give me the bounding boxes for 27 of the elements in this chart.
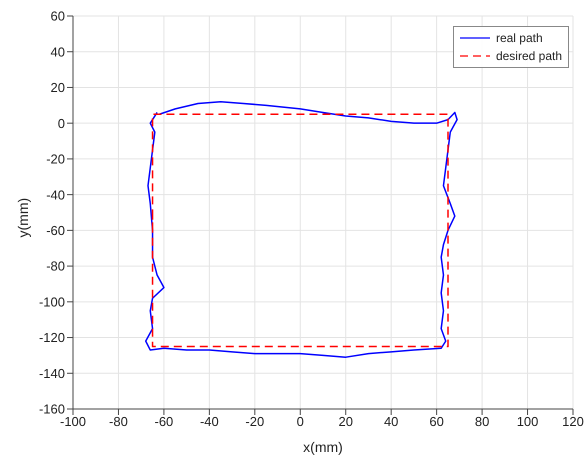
y-tick-label: 40 [50,44,65,60]
x-tick-label: 60 [429,414,444,430]
y-tick-label: -100 [38,294,65,310]
x-tick-label: -80 [109,414,128,430]
x-tick-label: 40 [384,414,398,430]
y-tick-label: 20 [50,80,65,96]
x-tick-label: 80 [474,414,490,430]
y-tick-label: 60 [50,8,65,24]
y-tick-label: -160 [38,402,65,417]
y-tick-label: -20 [46,152,65,167]
x-tick-label: -20 [245,414,264,430]
x-tick-label: 100 [516,414,538,430]
y-tick-label: -140 [38,366,65,381]
x-tick-label: 20 [338,414,353,430]
legend-label: desired path [496,48,562,65]
y-tick-label: -40 [46,187,65,202]
y-tick-label: -80 [46,258,65,274]
y-tick-label: -60 [46,222,65,238]
y-axis-title: y(mm) [14,198,31,238]
y-tick-label: 0 [58,116,65,131]
x-tick-label: -40 [200,414,219,430]
x-tick-label: 120 [562,414,584,430]
y-tick-label: -120 [38,330,65,346]
legend-label: real path [496,30,543,47]
x-tick-label: -60 [154,414,174,430]
x-tick-label: 0 [296,414,304,430]
x-axis-title: x(mm) [303,439,343,455]
